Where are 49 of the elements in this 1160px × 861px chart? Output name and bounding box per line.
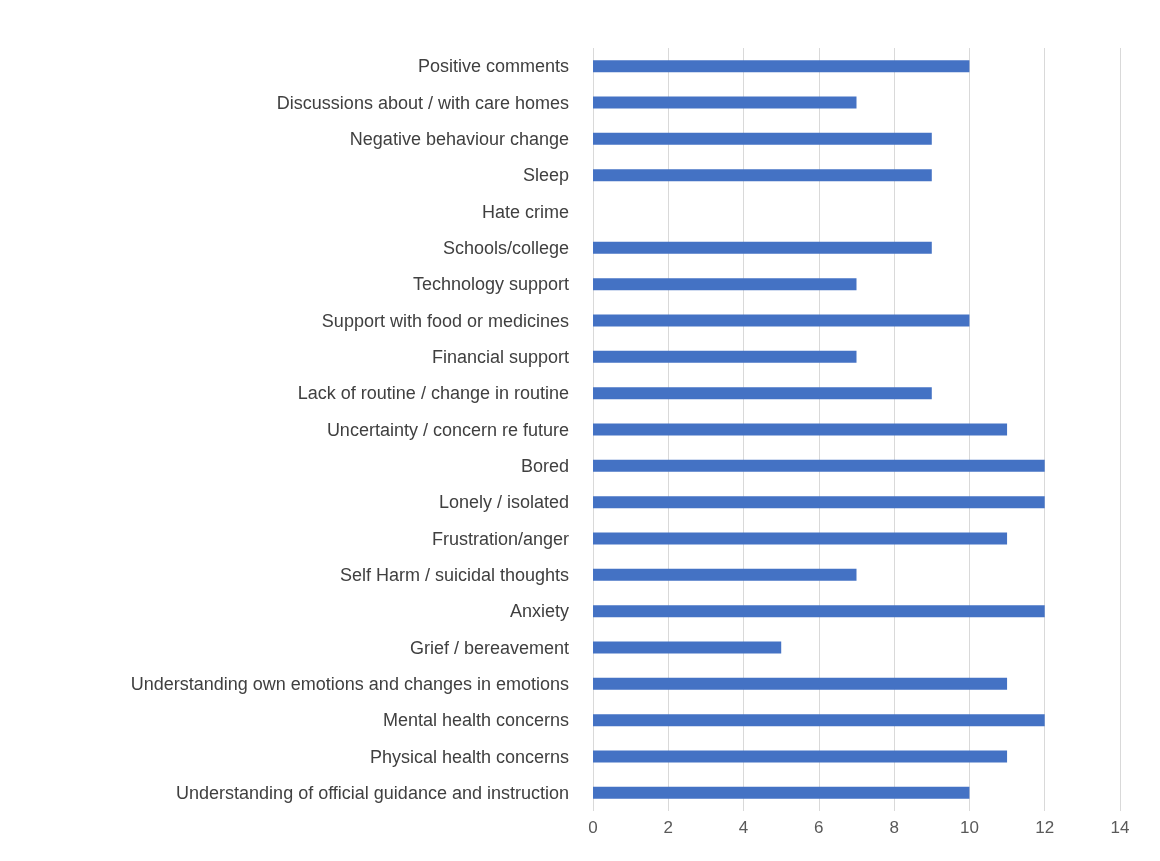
- y-tick-label: Understanding of official guidance and instruction: [176, 782, 569, 803]
- y-tick-label: Negative behaviour change: [349, 128, 569, 149]
- y-tick-label: Support with food or medicines: [321, 310, 569, 331]
- y-tick-label: Lack of routine / change in routine: [297, 383, 569, 404]
- bar: [593, 750, 1008, 763]
- y-tick-label: Frustration/anger: [431, 528, 569, 549]
- y-tick-label: Grief / bereavement: [409, 637, 569, 658]
- y-tick-label: Physical health concerns: [369, 746, 569, 767]
- bar: [593, 60, 970, 73]
- y-tick-label: Discussions about / with care homes: [276, 92, 569, 113]
- bar: [593, 641, 782, 654]
- x-tick-label: 6: [814, 818, 824, 837]
- x-tick-label: 12: [1035, 818, 1055, 837]
- bar: [593, 96, 857, 109]
- bar: [593, 241, 932, 254]
- bar: [593, 568, 857, 581]
- y-tick-label: Sleep: [522, 165, 569, 186]
- x-tick-label: 14: [1110, 818, 1130, 837]
- x-tick-label: 10: [959, 818, 979, 837]
- bar: [593, 314, 970, 327]
- y-tick-label: Positive comments: [417, 56, 569, 77]
- x-tick-label: 2: [663, 818, 674, 837]
- y-tick-label: Schools/college: [442, 237, 569, 258]
- bar: [593, 677, 1008, 690]
- bar: [593, 605, 1045, 618]
- bar: [593, 532, 1008, 545]
- x-tick-label: 0: [588, 818, 598, 837]
- y-tick-label: Uncertainty / concern re future: [326, 419, 569, 440]
- bar: [593, 459, 1045, 472]
- y-tick-label: Self Harm / suicidal thoughts: [339, 564, 569, 585]
- bar: [593, 132, 932, 145]
- y-tick-label: Lonely / isolated: [438, 492, 569, 513]
- x-tick-label: 4: [738, 818, 749, 837]
- x-tick-label: 8: [889, 818, 899, 837]
- y-tick-label: Financial support: [431, 346, 569, 367]
- bar: [593, 786, 970, 799]
- y-tick-label: Technology support: [412, 274, 569, 295]
- bar: [593, 496, 1045, 509]
- bar: [593, 350, 857, 363]
- bar: [593, 387, 932, 400]
- y-tick-label: Understanding own emotions and changes in emotions: [130, 673, 569, 694]
- y-tick-label: Bored: [520, 455, 569, 476]
- bar: [593, 423, 1008, 436]
- y-tick-label: Anxiety: [509, 601, 569, 622]
- bar: [593, 278, 857, 291]
- bar: [593, 169, 932, 182]
- y-tick-label: Mental health concerns: [382, 710, 569, 731]
- y-tick-label: Hate crime: [481, 201, 569, 222]
- bar: [593, 714, 1045, 727]
